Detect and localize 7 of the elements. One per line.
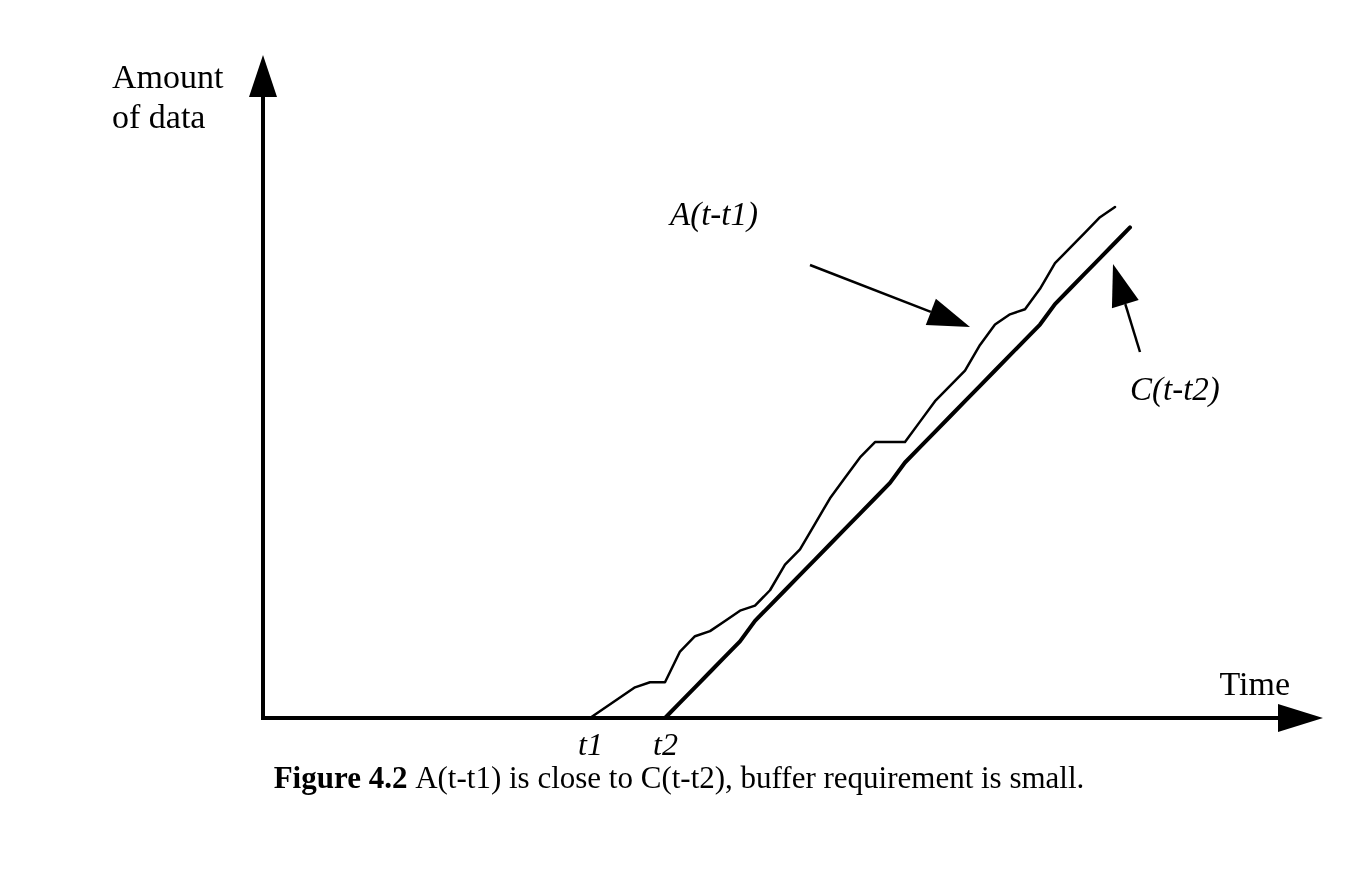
caption: Figure 4.2 A(t-t1) is close to C(t-t2), buffer requirement is small. bbox=[273, 760, 1085, 795]
annotation: C(t-t2) bbox=[1130, 371, 1220, 408]
x-tick-label: t1 bbox=[578, 725, 603, 762]
y-axis-title: Amount of data bbox=[112, 58, 224, 135]
x-axis-title: Time bbox=[1219, 665, 1290, 702]
annotation: A(t-t1) bbox=[668, 196, 758, 233]
x-tick-label: t2 bbox=[653, 725, 678, 762]
